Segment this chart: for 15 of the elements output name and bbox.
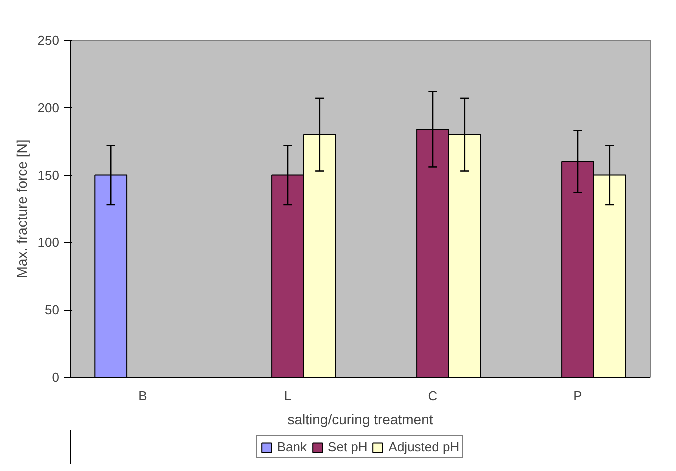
y-tick-label: 250 — [38, 33, 60, 48]
x-axis-title: salting/curing treatment — [288, 412, 434, 428]
x-tick-label: L — [284, 388, 292, 404]
legend-label: Set pH — [328, 440, 368, 454]
y-axis-title: Max. fracture force [N] — [14, 140, 30, 278]
x-tick-label: C — [428, 388, 438, 404]
y-tick-label: 50 — [45, 302, 60, 318]
legend-label: Bank — [277, 440, 308, 454]
y-tick-label: 200 — [38, 100, 60, 116]
x-tick-label: B — [138, 388, 148, 404]
y-tick-label: 150 — [38, 168, 60, 183]
y-tick-label: 100 — [38, 235, 60, 250]
x-tick-label: P — [574, 388, 582, 404]
y-tick-label: 0 — [52, 370, 60, 385]
legend-label: Adjusted pH — [388, 440, 460, 454]
